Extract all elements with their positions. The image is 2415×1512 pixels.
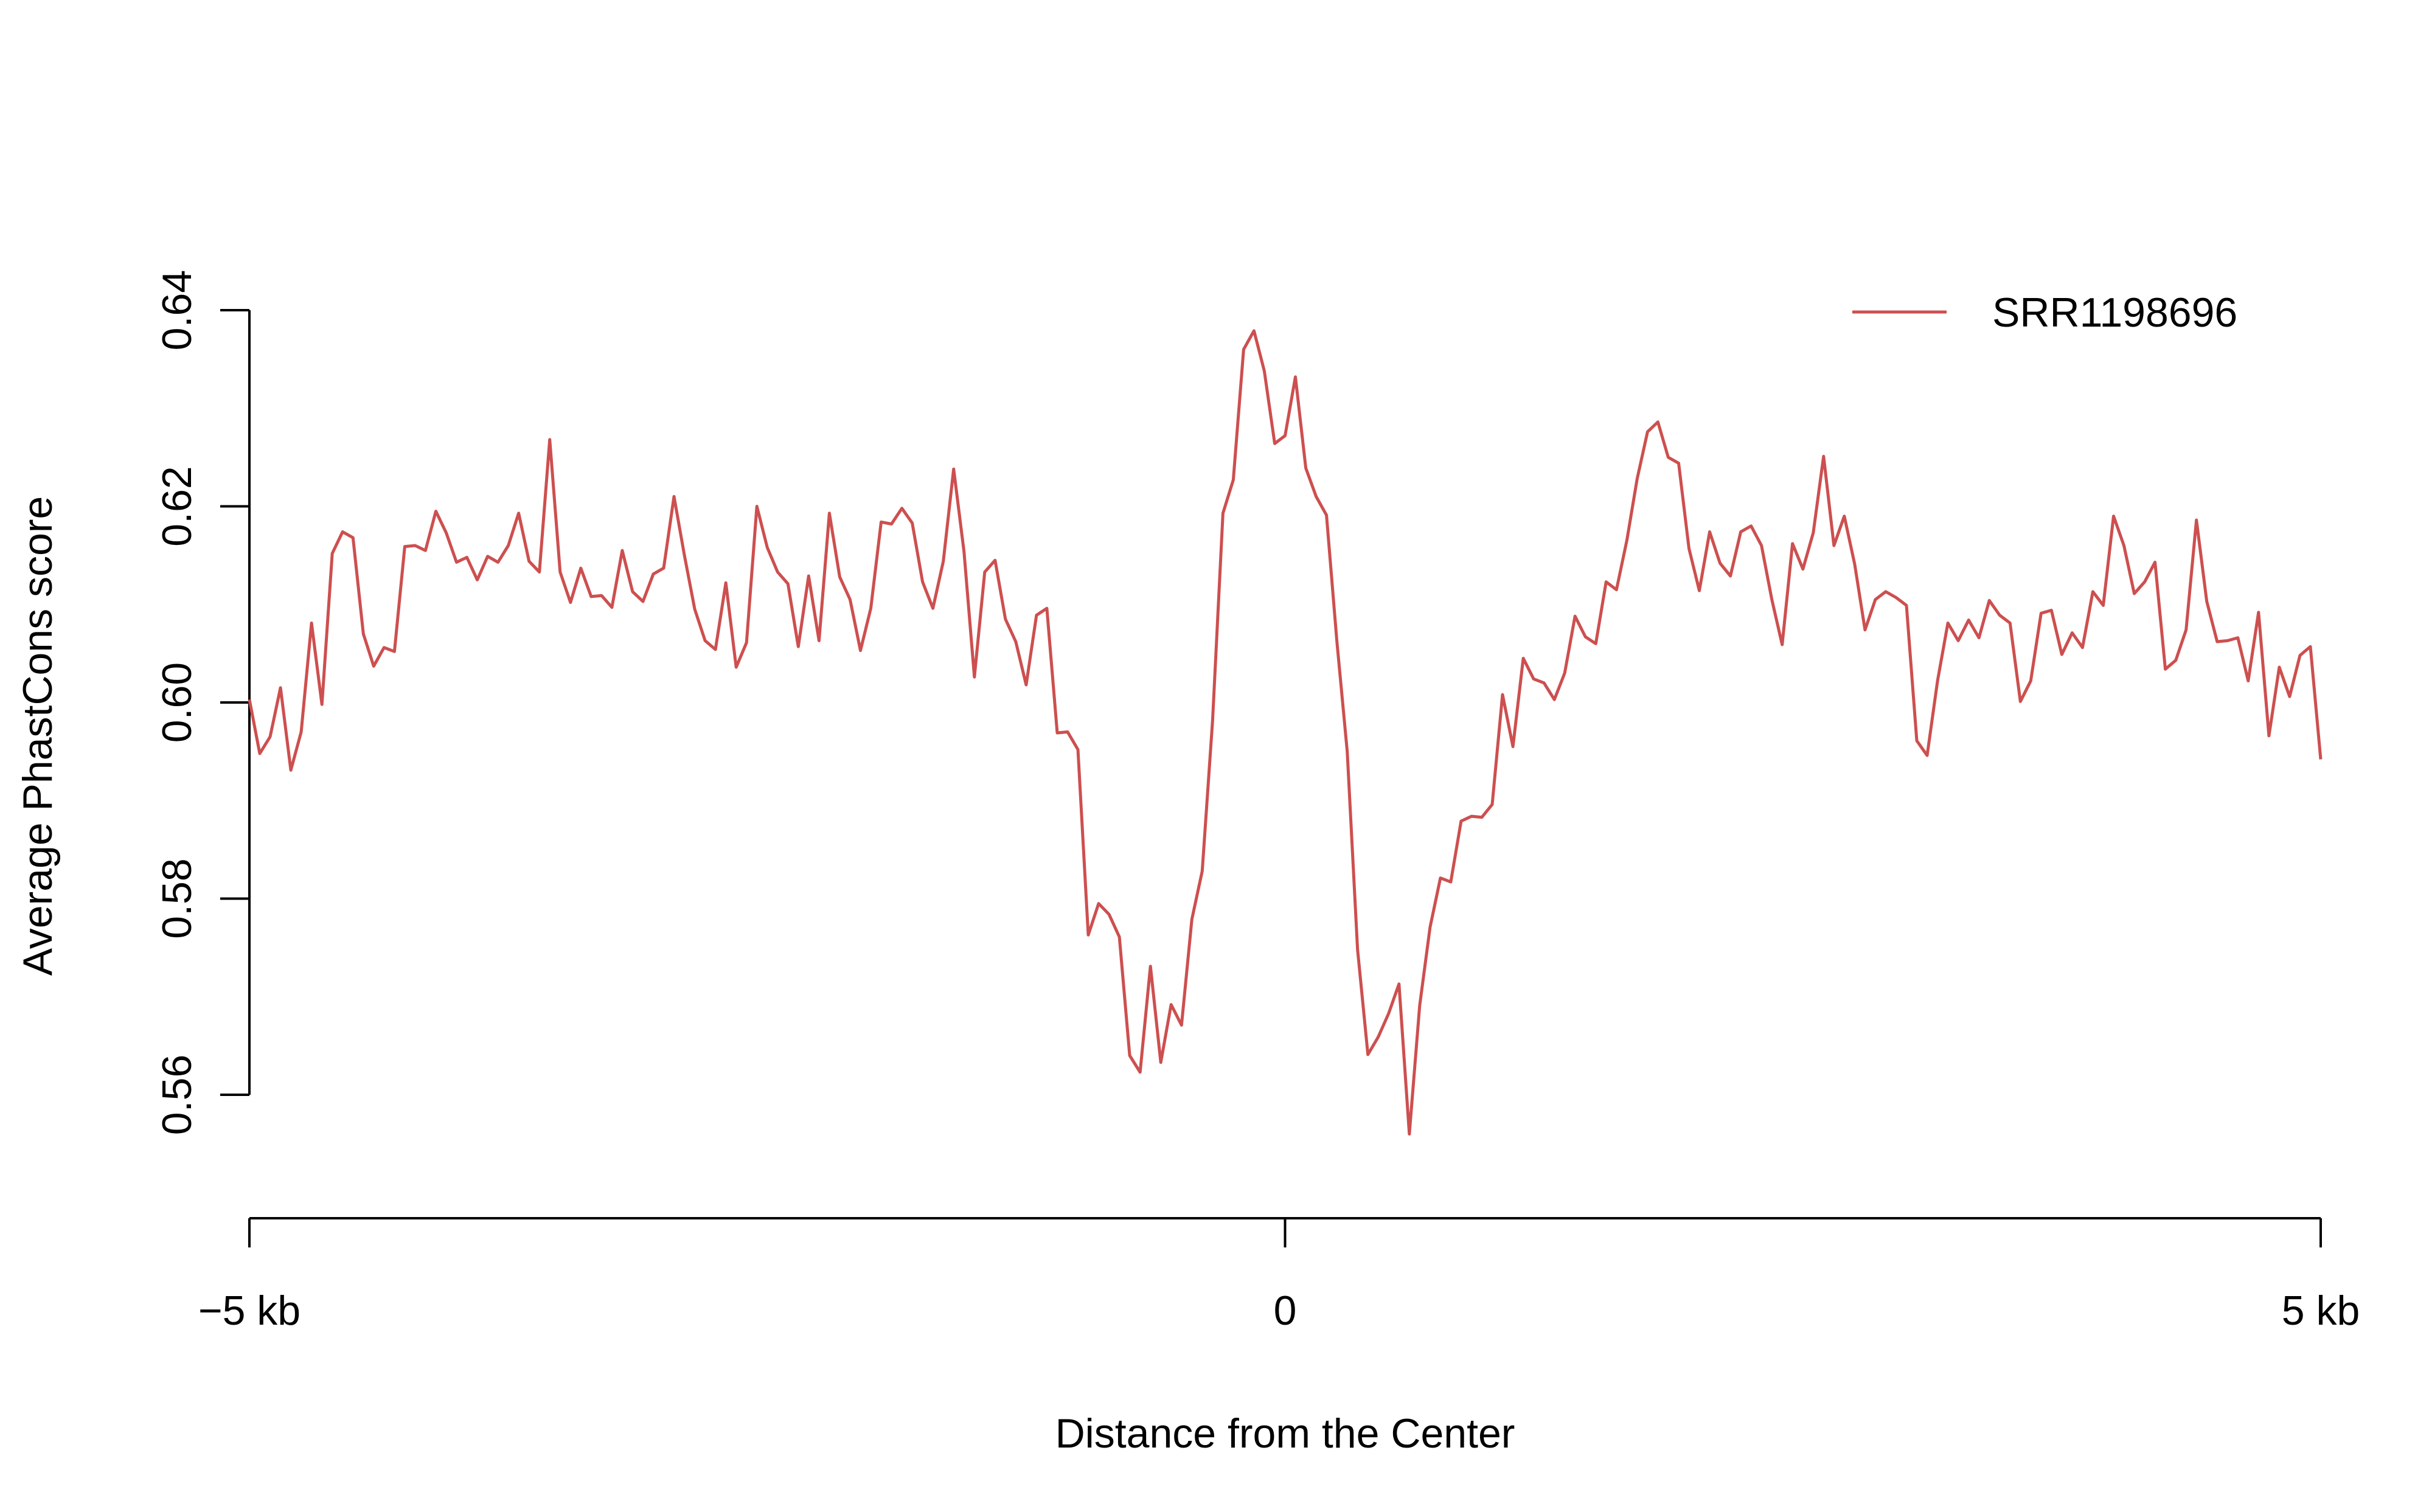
y-tick-label: 0.62 <box>154 466 200 546</box>
y-axis: 0.56 0.58 0.60 0.62 0.64 <box>154 270 251 1135</box>
series-line-0 <box>248 329 2323 1136</box>
x-tick-label: 5 kb <box>2282 1288 2360 1334</box>
x-tick-label: 0 <box>1274 1288 1297 1334</box>
x-axis-title: Distance from the Center <box>1055 1410 1515 1457</box>
legend-label: SRR1198696 <box>1992 290 2237 336</box>
y-tick-label: 0.56 <box>154 1055 200 1135</box>
legend: SRR1198696 <box>1852 290 2237 336</box>
y-axis-title: Average PhastCons score <box>15 496 61 976</box>
y-tick-label: 0.58 <box>154 858 200 938</box>
y-tick-label: 0.64 <box>154 270 200 350</box>
x-axis: −5 kb 0 5 kb <box>198 1217 2360 1334</box>
series-layer <box>248 329 2323 1136</box>
x-tick-label: −5 kb <box>198 1288 301 1334</box>
y-tick-label: 0.60 <box>154 662 200 743</box>
